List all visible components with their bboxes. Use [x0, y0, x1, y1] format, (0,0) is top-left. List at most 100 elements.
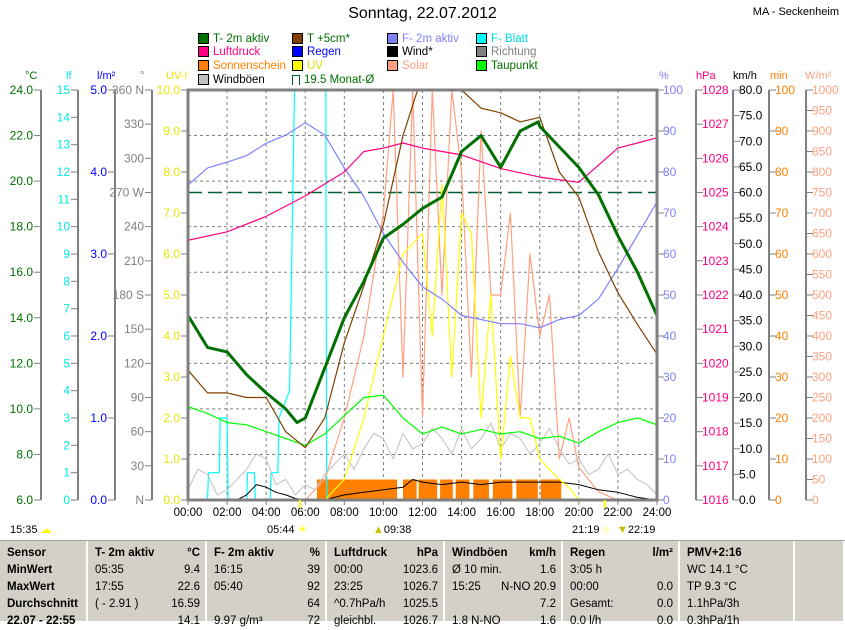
axis-unit-wind: km/h [733, 70, 757, 82]
axis-tick-label: 30 [663, 370, 677, 384]
legend-label: UV [307, 59, 323, 72]
stats-row: TP 9.3 °C [687, 579, 788, 596]
legend-swatch-icon [198, 74, 209, 85]
axis-tick-label: 3 [63, 411, 70, 425]
stats-label: 1.8 N-NO [452, 615, 501, 627]
stats-value: 1025.5 [402, 598, 438, 610]
axis-unit-dir: ° [140, 70, 144, 82]
legend-item: Taupunkt [476, 59, 538, 72]
legend-swatch-icon [387, 60, 398, 71]
axis-tick-label: 6 [63, 329, 70, 343]
axis-tick-label: 5.0 [90, 83, 107, 97]
series-f-2m-aktiv [188, 122, 657, 329]
axis-unit-rain: l/m² [97, 70, 116, 82]
series-uv [324, 183, 580, 500]
axis-tick-label: 1026 [702, 151, 729, 165]
stats-column: T- 2m aktiv °C 05:35 9.4 17:55 22.6 ( - 2.91 )… [88, 541, 207, 627]
stats-label: Regen [570, 547, 606, 559]
stats-value: 16.59 [171, 598, 200, 610]
moonset: ▼22:19 [617, 524, 655, 537]
axis-tick-label: 1018 [702, 425, 729, 439]
axis-tick-label: 1023 [702, 254, 729, 268]
stats-label: Gesamt: [570, 598, 614, 610]
axis-tick-label: 10.0 [739, 442, 763, 456]
legend-label: T +5cm* [307, 32, 350, 45]
series-taupunkt [188, 394, 657, 446]
cloud-icon: ☁ [40, 524, 52, 536]
sunshine-total: 15:35 [10, 524, 38, 536]
series-t-5cm [188, 90, 657, 449]
stats-row: T- 2m aktiv °C [95, 545, 200, 562]
stats-value: 0.0 [657, 598, 673, 610]
axis-tick-label: 330 [124, 117, 144, 131]
moonset-time: 22:19 [627, 524, 656, 536]
axis-tick-label: 40 [663, 329, 677, 343]
legend-swatch-icon [198, 46, 209, 57]
axis-tick-label: 1028 [702, 83, 729, 97]
axis-tick-label: 90 [131, 391, 145, 405]
axis-unit-min: min [770, 70, 788, 82]
axis-tick-label: 45.0 [739, 262, 763, 276]
stats-label: 1.1hPa/3h [687, 598, 740, 610]
stats-column: F- 2m aktiv% 16:15 39 05:40 92 64 9.97 g/m³ 72 [207, 541, 327, 627]
axis-tick-label: 13 [57, 138, 71, 152]
stats-value: 22.6 [177, 581, 200, 593]
moonrise-arrow-icon: ▲ [373, 524, 384, 536]
sunshine-bar [540, 479, 562, 500]
stats-row: 9.97 g/m³ 72 [214, 613, 320, 630]
axis-tick-label: 20.0 [739, 391, 763, 405]
stats-row: Ø 10 min. 1.6 [452, 562, 556, 579]
stats-value: km/h [529, 547, 556, 559]
legend-swatch-icon [198, 60, 209, 71]
axis-tick-label: 2.0 [163, 411, 180, 425]
axis-tick-label: 240 [124, 220, 144, 234]
stats-column: Windböen km/h Ø 10 min. 1.6 15:25 N-NO 20.9 7.… [445, 541, 563, 627]
x-tick-label: 18:00 [525, 507, 554, 519]
legend-label: F- Blatt [491, 32, 529, 45]
legend-item: 19.5 Monat-Ø [292, 73, 374, 86]
stats-column: PMV+2:16 WC 14.1 °C TP 9.3 °C 1.1hPa/3h 0.3h… [680, 541, 795, 627]
axis-tick-label: 300 [812, 370, 832, 384]
axis-tick-label: 1025 [702, 186, 729, 200]
stats-row: WC 14.1 °C [687, 562, 788, 579]
moonrise: ▲09:38 [373, 524, 411, 537]
axis-tick-label: 75.0 [739, 109, 763, 123]
stats-row: 0.0 l/h 0.0 [570, 613, 673, 630]
stats-label: Ø 10 min. [452, 564, 502, 576]
legend-label: Taupunkt [491, 59, 538, 72]
stats-row: 05:40 92 [214, 579, 320, 596]
stats-value: % [309, 547, 320, 559]
legend-item: Luftdruck [198, 45, 260, 58]
stats-row: 15:25 N-NO 20.9 [452, 579, 556, 596]
sunshine-bar [440, 479, 453, 500]
sunset-icon: ○ [602, 524, 610, 536]
x-tick-label: 20:00 [564, 507, 593, 519]
x-tick-label: 12:00 [408, 507, 437, 519]
stats-row: F- 2m aktiv% [214, 545, 320, 562]
axis-tick-label: N [135, 493, 144, 507]
legend-swatch-icon [198, 33, 209, 44]
stats-row [802, 545, 838, 562]
chart-title: Sonntag, 22.07.2012 [348, 5, 497, 22]
sunshine-bar [492, 479, 513, 500]
axis-tick-label: 1020 [702, 356, 729, 370]
legend-swatch-icon [292, 74, 300, 85]
sunshine-bar [402, 479, 417, 500]
stats-value: 1023.6 [402, 564, 438, 576]
moonset-arrow-icon: ▼ [617, 524, 628, 536]
stats-row: 1.8 N-NO 1.6 [452, 613, 556, 630]
stats-label: ( - 2.91 ) [95, 598, 139, 610]
axis-tick-label: 20 [775, 411, 789, 425]
axis-tick-label: 800 [812, 165, 832, 179]
stats-label: 3:05 h [570, 564, 602, 576]
axis-tick-label: 0.0 [163, 493, 180, 507]
weather-chart: °C24.022.020.018.016.014.012.010.08.06.0… [10, 70, 839, 519]
axis-tick-label: 70.0 [739, 134, 763, 148]
stats-label: 0.0 l/h [570, 615, 602, 627]
axis-tick-label: 7.0 [163, 206, 180, 220]
stats-value: 1.6 [540, 564, 556, 576]
axis-tick-label: 400 [812, 329, 832, 343]
stats-row: MinWert [7, 562, 81, 579]
stats-row [802, 613, 838, 630]
axis-tick-label: 1016 [702, 493, 729, 507]
